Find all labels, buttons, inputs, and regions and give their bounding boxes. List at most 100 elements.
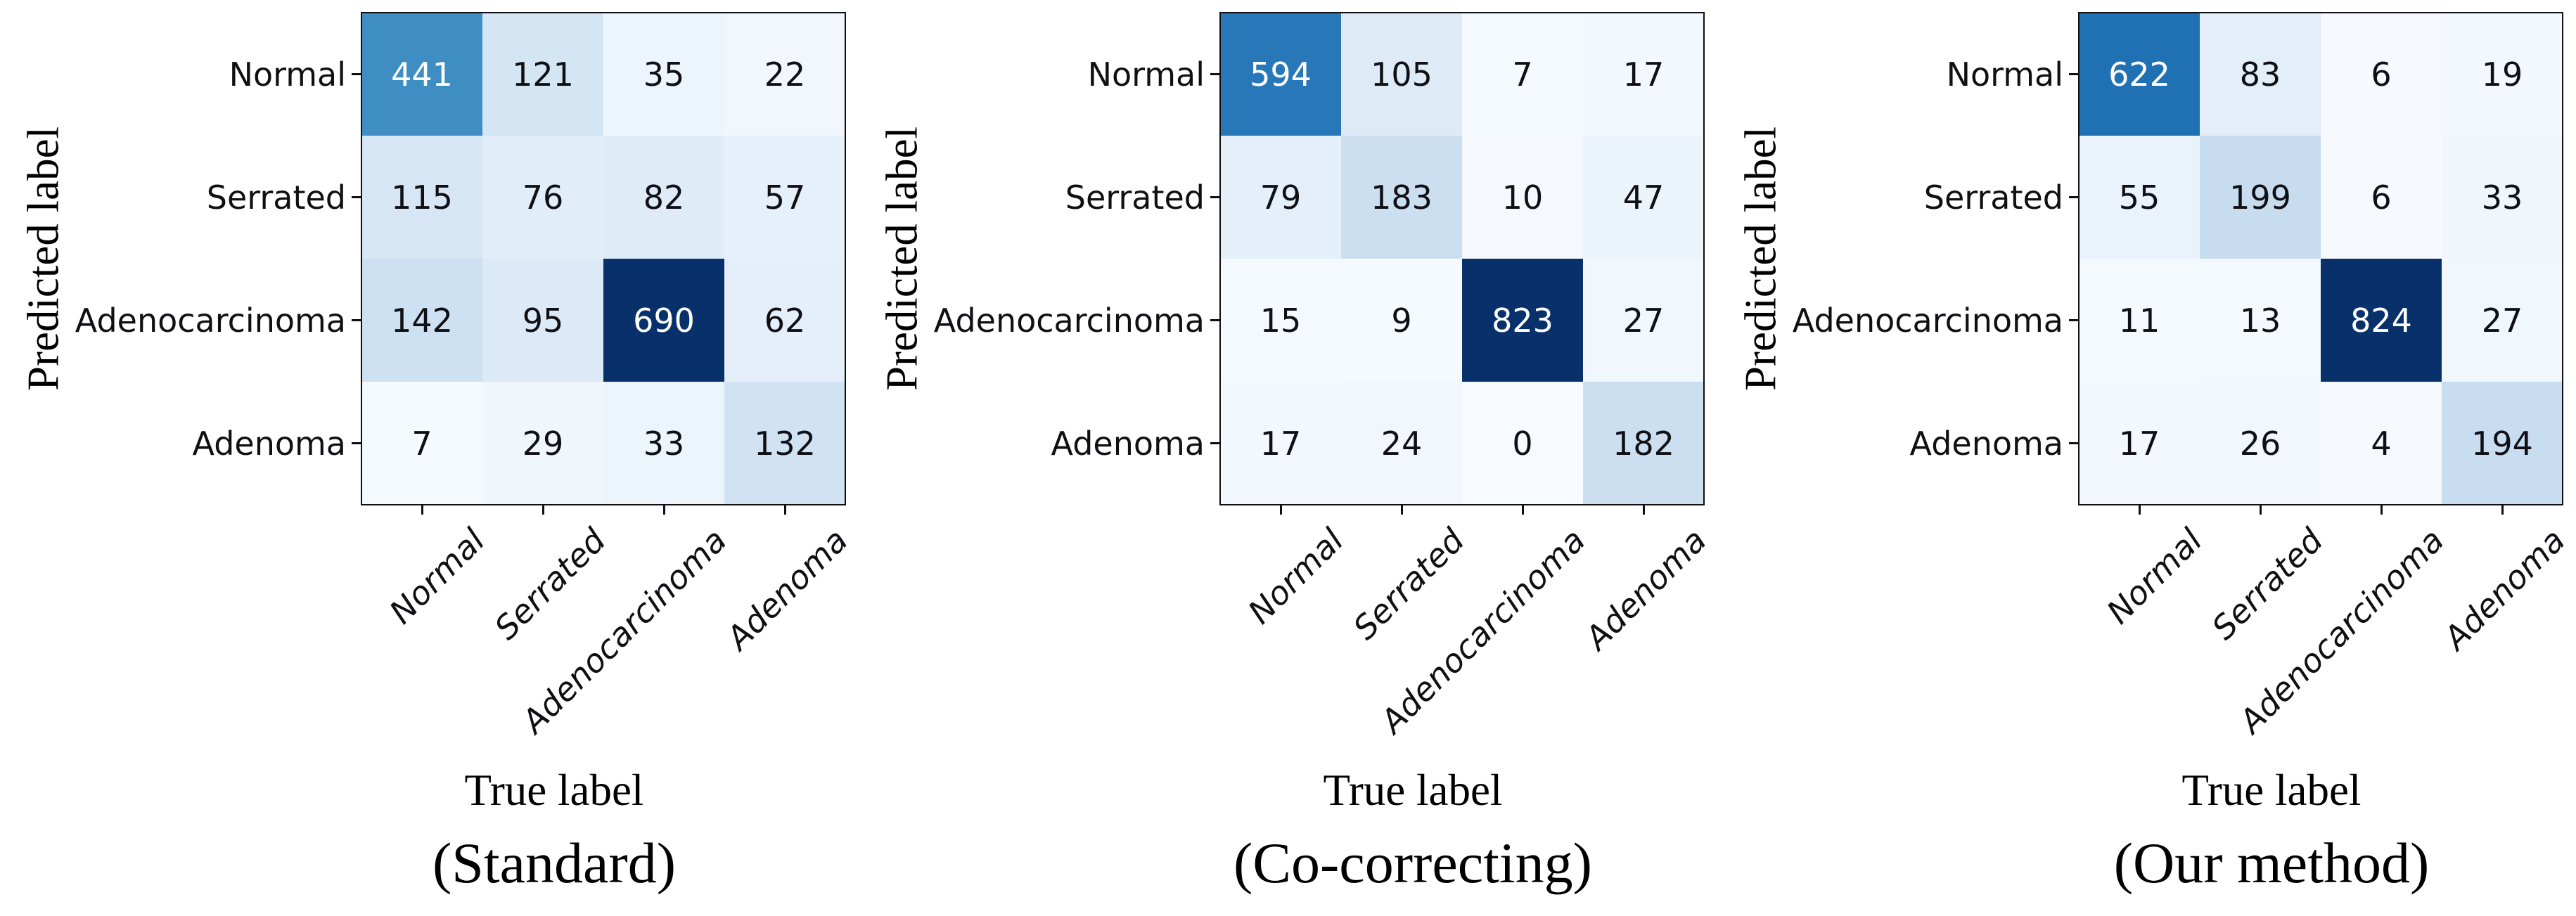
matrix-cell: 183 <box>1341 136 1462 259</box>
cell-value: 33 <box>2481 178 2523 217</box>
matrix-cell: 824 <box>2321 259 2442 382</box>
matrix-cell: 7 <box>361 382 482 505</box>
y-tick-label: Normal <box>229 55 346 93</box>
cell-value: 824 <box>2350 301 2412 340</box>
cell-value: 11 <box>2118 301 2160 340</box>
y-tick-label: Adenocarcinoma <box>75 301 346 340</box>
matrix-cell: 823 <box>1462 259 1583 382</box>
matrix-cell: 55 <box>2079 136 2200 259</box>
matrix-cell: 10 <box>1462 136 1583 259</box>
matrix-cell: 105 <box>1341 13 1462 136</box>
predicted-label-text: Predicted label <box>877 126 927 392</box>
matrix-cell: 17 <box>2079 382 2200 505</box>
panel-co-correcting: 594 105 7 17 79 183 10 47 15 9 823 27 17 24 0 182 Normal… <box>859 0 1717 916</box>
cell-value: 142 <box>391 301 453 340</box>
x-tick-mark <box>1521 505 1524 515</box>
cell-value: 823 <box>1492 301 1553 340</box>
matrix-cell: 594 <box>1220 13 1341 136</box>
cell-value: 690 <box>633 301 695 340</box>
y-tick-mark <box>2069 442 2079 444</box>
y-tick-mark <box>1210 73 1220 75</box>
matrix-cell: 24 <box>1341 382 1462 505</box>
y-tick-label: Serrated <box>1065 178 1205 217</box>
cell-value: 182 <box>1613 424 1674 463</box>
y-tick-label: Adenocarcinoma <box>933 301 1205 340</box>
matrix-cell: 9 <box>1341 259 1462 382</box>
x-tick-label: Adenoma <box>2436 521 2572 657</box>
x-tick-mark <box>542 505 544 515</box>
matrix-cell: 83 <box>2200 13 2321 136</box>
x-tick-mark <box>662 505 665 515</box>
cell-value: 26 <box>2239 424 2281 463</box>
cell-value: 17 <box>2118 424 2160 463</box>
matrix-cell: 22 <box>724 13 845 136</box>
matrix-cell: 17 <box>1583 13 1704 136</box>
matrix-cell: 622 <box>2079 13 2200 136</box>
x-tick-label: Serrated <box>1345 521 1472 647</box>
cell-value: 121 <box>512 55 574 93</box>
matrix-cell: 95 <box>482 259 603 382</box>
cell-value: 183 <box>1371 178 1433 217</box>
y-tick-mark <box>2069 73 2079 75</box>
y-tick-mark <box>1210 196 1220 198</box>
matrix-cell: 7 <box>1462 13 1583 136</box>
x-tick-label: Normal <box>2099 521 2210 631</box>
cell-value: 4 <box>2371 424 2392 463</box>
x-tick-mark <box>1400 505 1403 515</box>
matrix-cell: 690 <box>603 259 724 382</box>
cell-value: 0 <box>1512 424 1533 463</box>
x-tick-mark <box>2380 505 2383 515</box>
x-tick-label: Normal <box>382 521 492 631</box>
matrix-cell: 19 <box>2442 13 2563 136</box>
x-tick-mark <box>2138 505 2141 515</box>
matrix-cell: 6 <box>2321 13 2442 136</box>
cell-value: 10 <box>1501 178 1544 217</box>
y-tick-label: Adenoma <box>192 424 346 463</box>
x-tick-mark <box>783 505 786 515</box>
true-label: True label <box>2181 766 2362 815</box>
y-tick-mark <box>352 196 361 198</box>
matrix-cell: 4 <box>2321 382 2442 505</box>
x-tick-mark <box>1279 505 1282 515</box>
matrix-cell: 132 <box>724 382 845 505</box>
y-tick-label: Adenoma <box>1909 424 2063 463</box>
matrix-cell: 29 <box>482 382 603 505</box>
cell-value: 6 <box>2371 178 2392 217</box>
matrix-cell: 115 <box>361 136 482 259</box>
cell-value: 622 <box>2108 55 2170 93</box>
matrix-cell: 15 <box>1220 259 1341 382</box>
x-tick-label: Adenoma <box>719 521 855 657</box>
y-tick-label: Normal <box>1087 55 1205 93</box>
cell-value: 19 <box>2481 55 2523 93</box>
true-label: True label <box>1323 766 1503 815</box>
y-tick-label: Normal <box>1946 55 2063 93</box>
y-tick-label: Serrated <box>206 178 346 217</box>
y-tick-mark <box>2069 319 2079 321</box>
matrix-cell: 441 <box>361 13 482 136</box>
cell-value: 79 <box>1260 178 1302 217</box>
matrix-cell: 17 <box>1220 382 1341 505</box>
matrix-cell: 76 <box>482 136 603 259</box>
y-tick-mark <box>352 73 361 75</box>
cell-value: 199 <box>2229 178 2291 217</box>
cell-value: 441 <box>391 55 453 93</box>
cell-value: 47 <box>1622 178 1665 217</box>
cell-value: 9 <box>1391 301 1412 340</box>
y-tick-mark <box>1210 442 1220 444</box>
matrix-cell: 47 <box>1583 136 1704 259</box>
x-tick-mark <box>2501 505 2504 515</box>
y-tick-mark <box>352 319 361 321</box>
cell-value: 7 <box>1512 55 1533 93</box>
y-tick-label: Serrated <box>1923 178 2063 217</box>
panel-caption: (Our method) <box>2113 831 2430 895</box>
cell-value: 17 <box>1622 55 1665 93</box>
cell-value: 55 <box>2118 178 2160 217</box>
matrix-cell: 62 <box>724 259 845 382</box>
matrix-cell: 6 <box>2321 136 2442 259</box>
panel-caption: (Standard) <box>432 831 677 895</box>
cell-value: 105 <box>1371 55 1433 93</box>
y-tick-label: Adenoma <box>1051 424 1205 463</box>
panel-our-method: 622 83 6 19 55 199 6 33 11 13 824 27 17 26 4 194 Normal S… <box>1717 0 2576 916</box>
y-tick-label: Adenocarcinoma <box>1792 301 2063 340</box>
